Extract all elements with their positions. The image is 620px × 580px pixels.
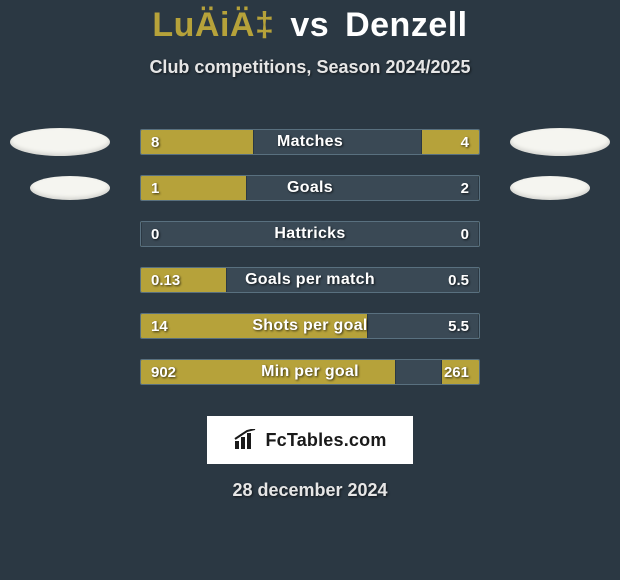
stat-row: 8 Matches 4 <box>0 122 620 168</box>
bar-track: 0.13 Goals per match 0.5 <box>140 267 480 293</box>
bar-track: 0 Hattricks 0 <box>140 221 480 247</box>
bar-value-right: 0 <box>451 222 479 246</box>
bar-value-right: 2 <box>451 176 479 200</box>
team-crest-left <box>10 128 110 156</box>
team-crest-left <box>30 176 110 200</box>
date: 28 december 2024 <box>0 480 620 501</box>
subtitle: Club competitions, Season 2024/2025 <box>0 57 620 78</box>
bar-track: 1 Goals 2 <box>140 175 480 201</box>
chart-icon <box>233 429 259 451</box>
title-player2: Denzell <box>345 6 468 44</box>
bar-track: 8 Matches 4 <box>140 129 480 155</box>
bar-label: Matches <box>141 130 479 154</box>
team-crest-right <box>510 128 610 156</box>
title-vs: vs <box>290 6 329 44</box>
bar-label: Hattricks <box>141 222 479 246</box>
bar-value-right: 4 <box>451 130 479 154</box>
bar-label: Shots per goal <box>141 314 479 338</box>
stat-rows: 8 Matches 4 1 Goals 2 0 Hat <box>0 122 620 398</box>
title: LuÄiÄ‡ vs Denzell <box>0 0 620 45</box>
stat-row: 14 Shots per goal 5.5 <box>0 306 620 352</box>
bar-value-right: 0.5 <box>438 268 479 292</box>
stat-row: 902 Min per goal 261 <box>0 352 620 398</box>
bar-label: Goals <box>141 176 479 200</box>
bar-label: Goals per match <box>141 268 479 292</box>
team-crest-right <box>510 176 590 200</box>
bar-track: 14 Shots per goal 5.5 <box>140 313 480 339</box>
stat-row: 1 Goals 2 <box>0 168 620 214</box>
bar-value-right: 5.5 <box>438 314 479 338</box>
bar-track: 902 Min per goal 261 <box>140 359 480 385</box>
bar-value-right: 261 <box>434 360 479 384</box>
bar-label: Min per goal <box>141 360 479 384</box>
credit-text: FcTables.com <box>265 430 386 451</box>
credit-box: FcTables.com <box>207 416 413 464</box>
stat-row: 0.13 Goals per match 0.5 <box>0 260 620 306</box>
title-player1: LuÄiÄ‡ <box>152 6 274 44</box>
comparison-card: LuÄiÄ‡ vs Denzell Club competitions, Sea… <box>0 0 620 580</box>
stat-row: 0 Hattricks 0 <box>0 214 620 260</box>
